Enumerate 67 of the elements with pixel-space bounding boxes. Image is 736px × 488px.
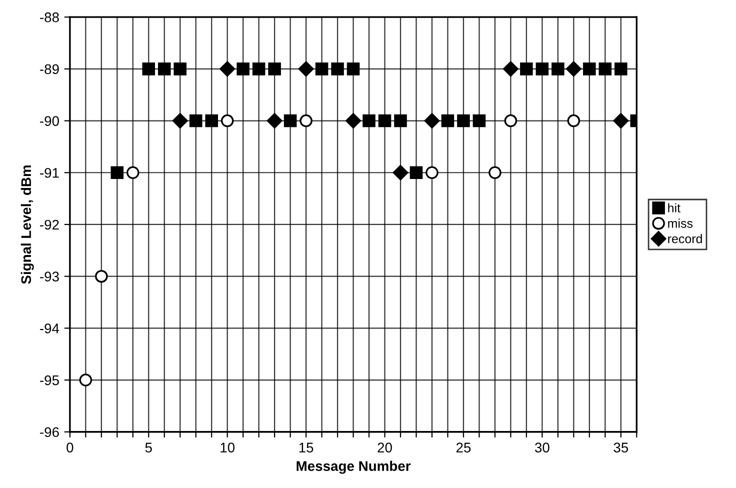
point [236, 62, 250, 76]
x-axis-title: Message Number [296, 460, 411, 474]
x-tick-label: 35 [614, 442, 628, 452]
legend-label: record [668, 234, 702, 244]
y-axis-title: Signal Level, dBm [20, 166, 34, 284]
point [504, 114, 518, 128]
point [315, 62, 328, 76]
point [552, 62, 564, 76]
point [220, 61, 236, 77]
point [583, 62, 596, 76]
y-tick-label: -94 [40, 324, 60, 334]
y-tick-label: -96 [40, 427, 59, 438]
point [488, 166, 502, 180]
point [362, 114, 376, 128]
point [346, 113, 361, 128]
point [268, 62, 281, 76]
point [300, 114, 312, 128]
y-tick-label: -89 [40, 64, 59, 74]
x-tick-label: 25 [456, 442, 471, 452]
point [441, 114, 454, 128]
point [392, 164, 408, 180]
point [378, 114, 392, 128]
x-tick-label: 15 [299, 442, 314, 452]
point [266, 113, 282, 128]
point [79, 374, 92, 386]
point [126, 166, 140, 180]
point [346, 62, 360, 76]
y-tick-label: -91 [40, 168, 59, 178]
point [472, 114, 486, 128]
y-tick-label: -88 [40, 12, 59, 22]
point [189, 114, 202, 128]
point [567, 114, 580, 128]
y-tick-label: -90 [40, 116, 59, 126]
point [252, 62, 266, 76]
point [426, 166, 438, 180]
point [172, 113, 188, 128]
y-tick-label: -95 [40, 375, 59, 386]
point [536, 62, 549, 76]
point [331, 62, 344, 76]
point [614, 62, 628, 76]
point [502, 61, 518, 77]
point [457, 114, 470, 128]
point [520, 62, 533, 76]
point [424, 113, 440, 128]
point [298, 61, 314, 77]
legend-label: hit [668, 203, 680, 212]
point [110, 166, 124, 180]
x-tick-label: 5 [145, 442, 152, 452]
point [394, 114, 407, 128]
point [158, 62, 171, 76]
y-tick-label: -92 [40, 220, 59, 230]
x-tick-label: 0 [66, 442, 74, 452]
x-tick-label: 30 [534, 442, 550, 452]
point [284, 114, 297, 128]
y-tick-label: -93 [40, 272, 59, 282]
x-tick-label: 20 [378, 442, 392, 452]
point [410, 166, 423, 180]
point [613, 113, 629, 128]
point [174, 62, 187, 76]
point [566, 61, 582, 77]
legend-label: miss [668, 218, 693, 228]
point [205, 114, 218, 128]
point [220, 114, 234, 128]
x-tick-label: 10 [220, 442, 235, 452]
point [95, 270, 108, 283]
point [598, 62, 612, 76]
point [142, 62, 156, 76]
